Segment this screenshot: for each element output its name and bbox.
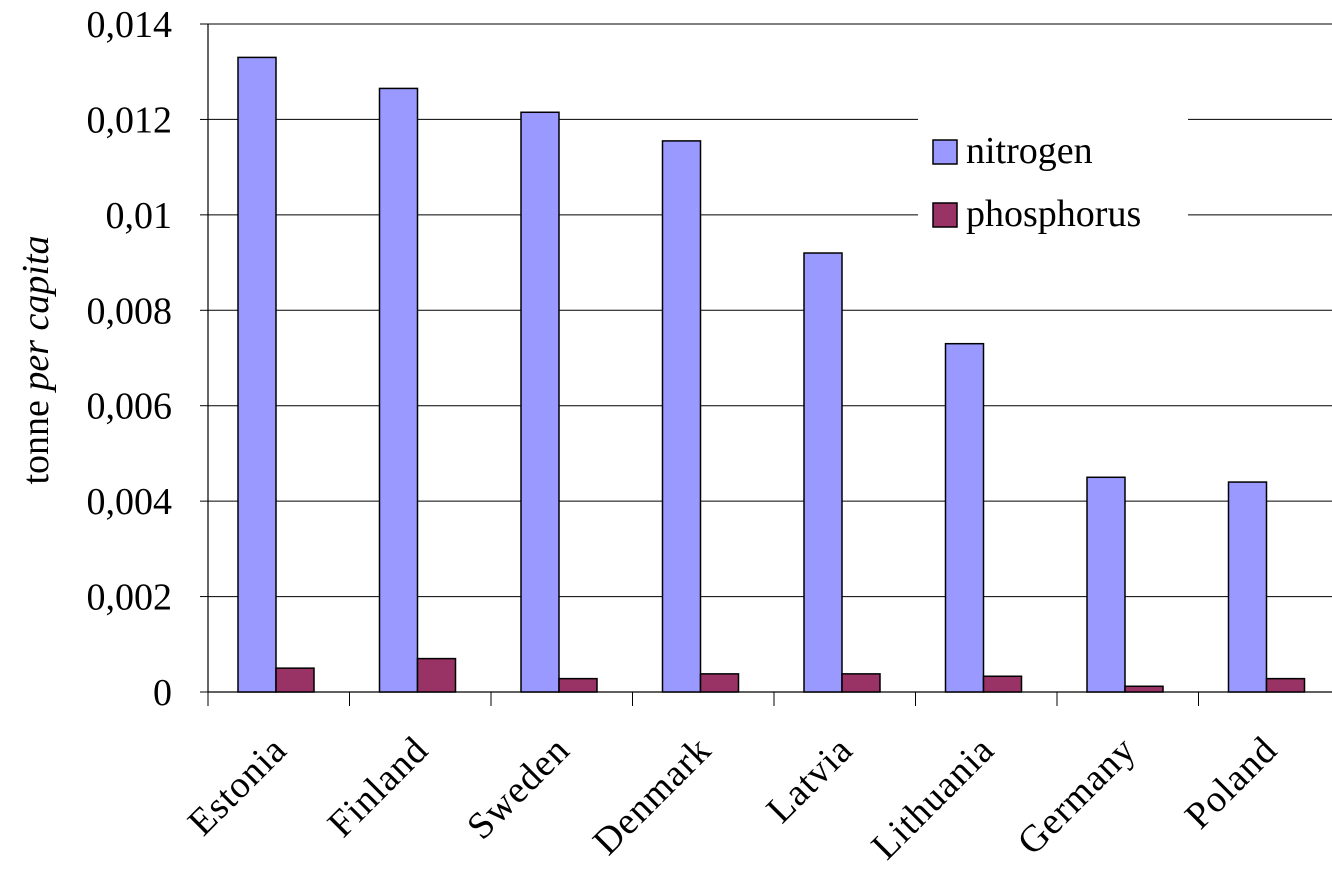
bar-phosphorus-poland	[1265, 677, 1306, 693]
y-axis-title: tonne per capita	[15, 235, 57, 484]
y-tick-label: 0,01	[106, 195, 173, 237]
y-axis-title-prefix: tonne	[15, 391, 57, 485]
gridlines	[208, 23, 1332, 598]
bar-nitrogen-germany	[1086, 476, 1126, 693]
bar-nitrogen-lithuania	[944, 342, 985, 693]
bar-nitrogen-estonia	[237, 56, 277, 693]
legend: nitrogen phosphorus	[918, 114, 1188, 244]
bar-phosphorus-latvia	[841, 673, 881, 693]
y-tick-label: 0,014	[87, 4, 173, 46]
x-category-labels: Estonia Finland Sweden Denmark Latvia Lithuan…	[180, 729, 1286, 868]
bar-phosphorus-lithuania	[982, 675, 1023, 693]
bar-nitrogen-poland	[1227, 481, 1268, 693]
y-tick-label: 0,006	[87, 386, 173, 428]
x-category-label: Latvia	[759, 729, 862, 832]
x-category-label: Germany	[1009, 729, 1144, 864]
bar-phosphorus-finland	[416, 657, 457, 693]
x-category-label: Lithuania	[864, 729, 1003, 868]
legend-label-phosphorus: phosphorus	[966, 193, 1141, 235]
legend-swatch-phosphorus	[932, 202, 958, 228]
x-category-label: Finland	[320, 729, 437, 846]
y-tick-label: 0,008	[87, 290, 173, 332]
bar-nitrogen-sweden	[520, 111, 560, 693]
bar-phosphorus-sweden	[558, 677, 598, 693]
y-tick-label: 0,012	[87, 99, 173, 141]
legend-swatch-nitrogen	[932, 139, 958, 165]
y-tick-label: 0	[153, 672, 172, 714]
bars	[237, 56, 1306, 693]
bar-nitrogen-denmark	[661, 140, 702, 693]
y-tick-label: 0,002	[87, 577, 173, 619]
x-category-label: Poland	[1177, 729, 1286, 838]
y-tick-labels: 0 0,002 0,004 0,006 0,008 0,01 0,012 0,014	[87, 4, 173, 714]
bar-phosphorus-denmark	[699, 673, 740, 693]
legend-label-nitrogen: nitrogen	[966, 130, 1093, 172]
legend-background	[918, 114, 1188, 244]
x-category-label: Denmark	[585, 729, 720, 864]
bar-phosphorus-estonia	[275, 667, 315, 693]
bar-phosphorus-germany	[1124, 685, 1164, 693]
y-axis-title-italic: per capita	[15, 235, 57, 393]
bar-nitrogen-finland	[378, 87, 419, 693]
y-tick-label: 0,004	[87, 481, 173, 523]
x-category-label: Sweden	[459, 729, 578, 848]
bar-nitrogen-latvia	[803, 252, 843, 693]
x-category-label: Estonia	[180, 729, 295, 844]
